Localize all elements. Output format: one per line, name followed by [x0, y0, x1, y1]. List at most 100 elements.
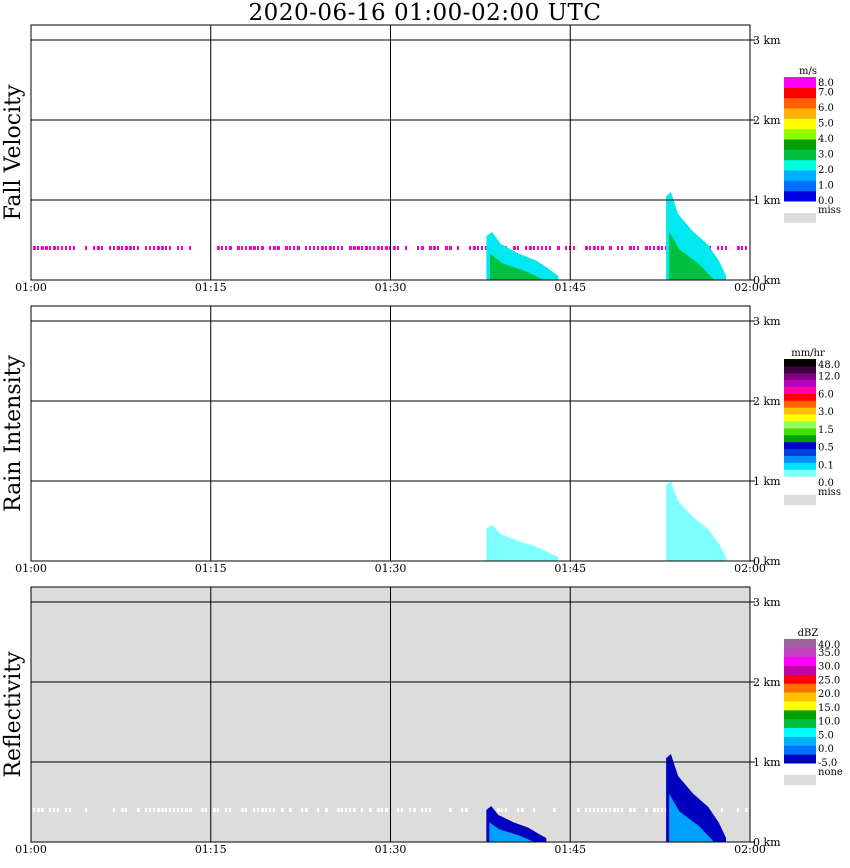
data-speckle [557, 246, 560, 250]
data-speckle [593, 808, 595, 812]
colorbar-cell [784, 469, 816, 477]
data-speckle [517, 808, 519, 812]
data-speckle [217, 808, 219, 812]
colorbar-cell [784, 683, 816, 693]
y-tick-label: 1 km [753, 475, 781, 488]
plot-frame [30, 24, 751, 281]
colorbar-cell [784, 745, 816, 755]
data-speckle [329, 246, 332, 250]
data-speckle [429, 246, 432, 250]
colorbar-miss-swatch [784, 495, 816, 505]
data-speckle [57, 808, 59, 812]
data-speckle [129, 246, 132, 250]
colorbar-cell [784, 727, 816, 737]
data-speckle [577, 808, 580, 812]
data-speckle [477, 246, 479, 250]
colorbar-unit: mm/hr [791, 348, 825, 359]
data-speckle [185, 808, 188, 812]
colorbar-cell [784, 674, 816, 684]
x-tick-label: 01:15 [195, 281, 227, 294]
precip-core [489, 253, 544, 280]
data-speckle [661, 246, 663, 250]
precip-core [669, 231, 715, 280]
x-tick-label: 01:00 [15, 843, 47, 856]
colorbar-cell [784, 365, 816, 374]
colorbar-cell [784, 77, 816, 88]
data-speckle [137, 246, 139, 250]
data-speckle [341, 808, 343, 812]
data-speckle [273, 246, 276, 250]
data-speckle [289, 246, 291, 250]
plot-frame [30, 586, 751, 843]
data-speckle [417, 246, 419, 250]
colorbar-label: 0.1 [818, 460, 834, 471]
data-speckle [153, 246, 155, 250]
colorbar-cell [784, 736, 816, 746]
colorbar-cell [784, 159, 816, 171]
data-speckle [45, 246, 48, 250]
data-speckle [229, 808, 231, 812]
x-tick-label: 02:00 [734, 843, 766, 856]
data-speckle [513, 246, 516, 250]
data-speckle [321, 246, 324, 250]
x-tick-label: 01:15 [195, 843, 227, 856]
data-speckle [121, 808, 124, 812]
data-speckle [245, 808, 247, 812]
colorbar-cell [784, 434, 816, 443]
data-speckle [361, 246, 363, 250]
data-speckle [305, 246, 307, 250]
data-speckle [609, 808, 611, 812]
data-speckle [353, 808, 356, 812]
colorbar-cell [784, 639, 816, 649]
data-speckle [345, 808, 347, 812]
data-speckle [53, 808, 55, 812]
colorbar-cell [784, 87, 816, 99]
colorbar-label: 40.0 [818, 640, 840, 651]
data-speckle [337, 246, 339, 250]
colorbar-cell [784, 393, 816, 401]
data-speckle [409, 808, 411, 812]
data-speckle [225, 808, 227, 812]
data-speckle [737, 808, 739, 812]
colorbar-cell [784, 386, 816, 394]
data-speckle [437, 246, 439, 250]
data-speckle [349, 246, 352, 250]
data-speckle [501, 808, 503, 812]
data-speckle [85, 808, 87, 812]
colorbar-cell [784, 476, 816, 484]
colorbar-cell [784, 372, 816, 381]
data-speckle [433, 246, 436, 250]
data-speckle [357, 246, 360, 250]
data-speckle [365, 246, 368, 250]
data-speckle [309, 246, 311, 250]
data-speckle [465, 808, 468, 812]
panel-reflectivity: 0 km 1 km 2 km 3 km 01:00 01:15 01:30 01:45 02:0… [1, 586, 843, 856]
data-speckle [169, 246, 171, 250]
panel-ylabel: Rain Intensity [1, 354, 26, 511]
colorbar-cell [784, 427, 816, 436]
data-speckle [169, 808, 171, 812]
data-speckle [201, 808, 204, 812]
colorbar-unit: dBZ [798, 628, 819, 639]
y-tick-label: 3 km [753, 315, 781, 328]
data-speckle [377, 246, 380, 250]
data-speckle [505, 808, 507, 812]
data-speckle [225, 246, 227, 250]
data-speckle [317, 246, 319, 250]
data-speckle [657, 808, 659, 812]
colorbar-label: 6.0 [818, 103, 834, 114]
data-speckle [593, 246, 596, 250]
data-speckle [177, 808, 179, 812]
colorbar-cell [784, 407, 816, 415]
colorbar-label: 1.0 [818, 181, 834, 192]
data-speckle [405, 246, 407, 250]
data-speckle [241, 246, 243, 250]
data-speckle [645, 246, 648, 250]
data-speckle [645, 808, 648, 812]
data-speckle [461, 808, 463, 812]
data-speckle [469, 246, 471, 250]
data-speckle [69, 808, 71, 812]
data-speckle [429, 808, 431, 812]
data-speckle [637, 246, 639, 250]
colorbar-label: 1.5 [818, 425, 834, 436]
